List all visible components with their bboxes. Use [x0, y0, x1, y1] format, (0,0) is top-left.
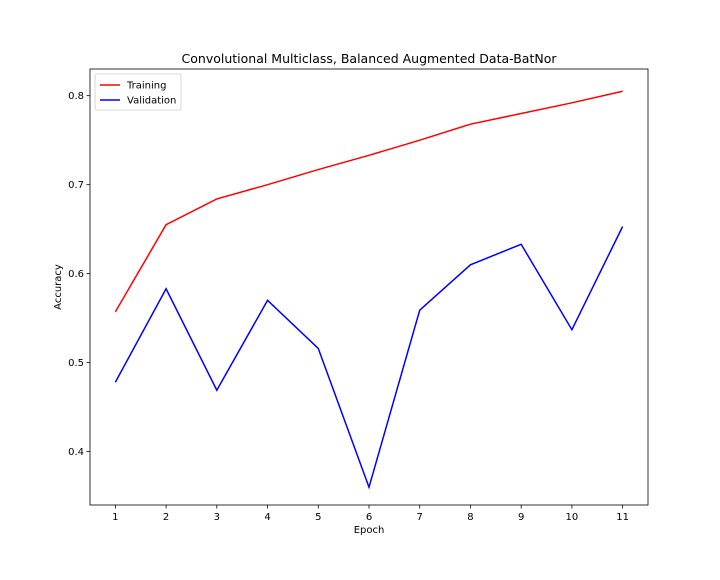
y-tick-label-0.4: 0.4 — [68, 447, 84, 458]
chart-title: Convolutional Multiclass, Balanced Augme… — [182, 51, 558, 66]
series-line-training — [114, 90, 623, 313]
x-tick-label-4: 4 — [264, 512, 270, 523]
x-tick-label-2: 2 — [163, 512, 169, 523]
x-tick-label-7: 7 — [417, 512, 423, 523]
x-tick-label-11: 11 — [616, 512, 629, 523]
x-tick-label-9: 9 — [518, 512, 524, 523]
x-tick-label-5: 5 — [315, 512, 321, 523]
y-tick-label-0.8: 0.8 — [68, 91, 84, 102]
legend-label-training: Training — [126, 81, 166, 92]
series-line-validation — [114, 226, 624, 490]
x-tick-label-6: 6 — [366, 512, 372, 523]
legend-label-validation: Validation — [127, 96, 176, 107]
plot-area: 1 2 3 4 5 6 7 8 9 10 11 0.4 0.5 0.6 0.7 0.8 — [68, 68, 649, 523]
y-tick-label-0.7: 0.7 — [68, 180, 84, 191]
y-axis-label: Accuracy — [53, 264, 64, 310]
y-tick-label-0.6: 0.6 — [68, 269, 84, 280]
legend-box — [94, 73, 182, 111]
legend: Training Validation — [94, 73, 182, 111]
y-tick-label-0.5: 0.5 — [68, 358, 84, 369]
x-tick-label-10: 10 — [566, 512, 579, 523]
x-tick-label-3: 3 — [214, 512, 220, 523]
x-tick-label-1: 1 — [112, 512, 118, 523]
x-axis-label: Epoch — [354, 525, 385, 536]
x-tick-label-8: 8 — [467, 512, 473, 523]
